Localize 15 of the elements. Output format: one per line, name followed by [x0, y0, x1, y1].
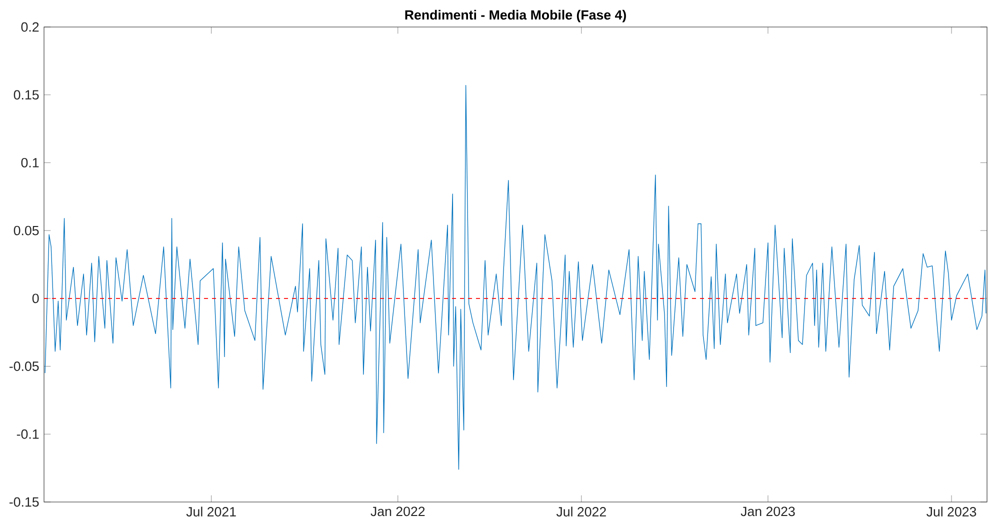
y-tick-label: 0.05	[14, 226, 39, 236]
y-tick-label: 0.2	[21, 22, 39, 32]
y-tick-label: 0	[32, 294, 39, 304]
x-tick-label: Jul 2022	[556, 506, 606, 516]
x-tick-label: Jan 2022	[370, 506, 425, 516]
y-tick-label: -0.15	[9, 497, 39, 507]
x-tick-label: Jul 2023	[926, 506, 976, 516]
y-tick-label: -0.1	[16, 429, 39, 439]
y-tick-label: 0.15	[14, 90, 39, 100]
x-tick-label: Jan 2023	[740, 506, 795, 516]
chart-title: Rendimenti - Media Mobile (Fase 4)	[405, 10, 626, 22]
y-tick-label: -0.05	[9, 362, 39, 371]
y-tick-label: 0.1	[21, 158, 39, 168]
line-series	[44, 85, 986, 470]
x-tick-label: Jul 2021	[186, 506, 236, 516]
